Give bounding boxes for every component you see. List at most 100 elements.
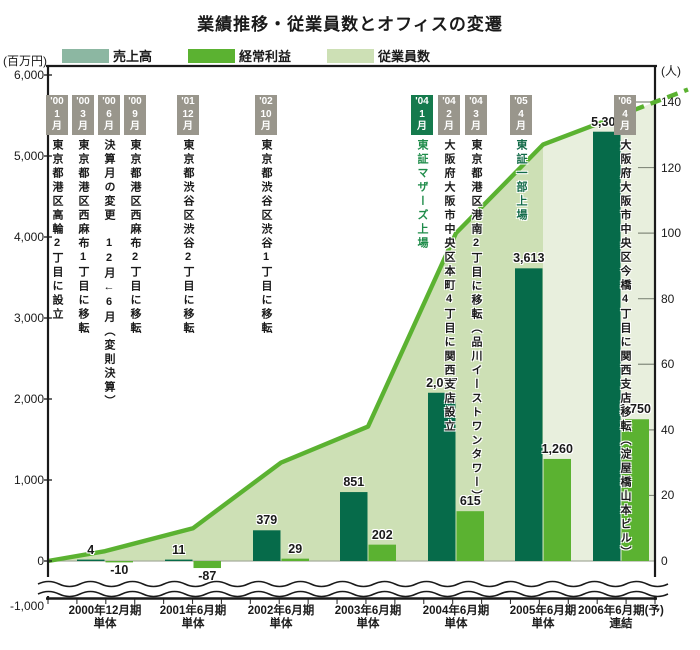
annotation-badge-line: '00 — [76, 96, 90, 107]
annotation-badge-line: '04 — [415, 96, 429, 107]
annotation-badge-line: 4 — [622, 108, 628, 120]
legend-item-0: 売上高 — [62, 46, 152, 65]
annotation-badge-line: 月 — [52, 121, 62, 132]
left-axis-tick-label--1000: -1,000 — [9, 599, 44, 613]
left-axis-tick-label-4000: 4,000 — [13, 230, 44, 244]
employees-area — [48, 144, 543, 561]
annotation-badge-line: 月 — [104, 121, 114, 132]
sales-value-label-0: 4 — [87, 542, 95, 557]
annotation-badge-4: '01 12 月 — [177, 95, 199, 135]
annotation-text-6: 東証マザーズ上場 — [416, 139, 428, 251]
annotation-badge-line: 月 — [417, 121, 427, 132]
annotation-badge-line: 10 — [260, 108, 272, 120]
annotation-badge-line: 月 — [261, 121, 271, 132]
annotation-badge-line: '04 — [442, 96, 456, 107]
x-axis-period-6: 2006年6月期(予) — [578, 605, 664, 617]
annotation-badge-line: 9 — [132, 108, 138, 120]
axis-break-wave-0 — [37, 580, 669, 588]
annotation-badge-7: '04 2 月 — [438, 95, 460, 135]
sales-bar-6 — [593, 131, 621, 561]
right-axis-tick-label-60: 60 — [661, 357, 675, 372]
annotation-text-1: 東京都港区西麻布1丁目に移転 — [77, 139, 89, 336]
x-axis-period-0: 2000年12月期 — [68, 605, 142, 617]
employees-forecast-line — [599, 87, 689, 125]
right-axis-unit-label: (人) — [661, 64, 681, 78]
axis-break-wave-1 — [37, 590, 669, 598]
left-axis-tick-label-5000: 5,000 — [13, 149, 44, 163]
x-axis-period-3: 2003年6月期 — [334, 605, 402, 617]
annotation-badge-line: 1 — [419, 108, 425, 120]
annotation-badge-line: 3 — [80, 108, 86, 120]
x-axis-label-5: 2005年6月期 単体 — [510, 605, 576, 631]
profit-value-label-1: -87 — [198, 569, 217, 584]
annotation-badge-line: 12 — [182, 108, 194, 120]
profit-value-label-3: 202 — [371, 527, 393, 542]
annotation-badge-line: '04 — [469, 96, 483, 107]
annotation-badge-line: 月 — [620, 121, 630, 132]
profit-value-label-2: 29 — [288, 541, 303, 556]
annotation-text-8: 東京都港区港南2丁目に移転（品川イーストワンタワー） — [470, 139, 482, 504]
right-axis-tick-label-100: 100 — [661, 226, 682, 241]
sales-value-label-5: 3,613 — [513, 251, 545, 266]
annotation-text-3: 東京都港区西麻布2丁目に移転 — [129, 139, 141, 336]
legend-item-1: 経常利益 — [188, 46, 291, 65]
profit-bar-5 — [543, 458, 571, 561]
sales-bar-3 — [340, 492, 368, 561]
annotation-badge-line: 1 — [54, 108, 60, 120]
x-axis-label-3: 2003年6月期 単体 — [335, 605, 401, 631]
annotation-badge-line: 月 — [78, 121, 88, 132]
sales-bar-2 — [253, 530, 281, 561]
right-axis-tick-label-20: 20 — [661, 488, 675, 503]
annotation-badge-line: 2 — [446, 108, 452, 120]
annotation-text-9: 東証一部上場 — [515, 139, 527, 223]
annotation-badge-line: 月 — [130, 121, 140, 132]
sales-value-label-1: 11 — [172, 542, 186, 557]
right-axis-tick-label-140: 140 — [661, 94, 682, 109]
left-axis-tick-label-3000: 3,000 — [13, 311, 44, 325]
right-axis-tick-label-80: 80 — [661, 291, 675, 306]
left-axis-tick-label-6000: 6,000 — [13, 68, 44, 82]
annotation-badge-line: 月 — [516, 121, 526, 132]
annotation-badge-line: '02 — [259, 96, 273, 107]
chart-border — [46, 64, 657, 600]
annotation-badge-line: '05 — [514, 96, 528, 107]
legend-label-2: 従業員数 — [378, 49, 431, 64]
annotation-badge-line: '00 — [102, 96, 116, 107]
annotation-badge-2: '00 6 月 — [98, 95, 120, 135]
legend-item-2: 従業員数 — [327, 46, 430, 65]
legend-swatch-0 — [62, 48, 109, 63]
sales-value-label-2: 379 — [256, 513, 278, 528]
legend-swatch-2 — [327, 48, 375, 63]
x-axis-label-1: 2001年6月期 単体 — [160, 605, 226, 631]
x-axis-basis-5: 単体 — [531, 618, 555, 630]
left-axis-tick-label-1000: 1,000 — [13, 473, 44, 487]
annotation-badge-8: '04 3 月 — [465, 95, 487, 135]
sales-bar-1 — [165, 559, 193, 561]
profit-bar-2 — [281, 558, 309, 561]
legend-label-1: 経常利益 — [239, 49, 292, 64]
annotation-text-7: 大阪府大阪市中央区本町4丁目に関西支店設立 — [443, 139, 455, 434]
legend-swatch-1 — [188, 48, 236, 63]
annotation-text-10: 大阪府大阪市中央区今橋4丁目に関西支店移転（淀屋橋山本ビル） — [619, 139, 631, 560]
annotation-badge-3: '00 9 月 — [124, 95, 146, 135]
profit-bar-4 — [456, 511, 484, 561]
sales-value-label-4: 2,077 — [426, 375, 458, 390]
annotation-badge-line: '06 — [618, 96, 632, 107]
x-axis-basis-1: 単体 — [181, 618, 205, 630]
employees-line — [47, 120, 601, 564]
x-axis-label-4: 2004年6月期 単体 — [423, 605, 489, 631]
x-axis-period-2: 2002年6月期 — [247, 605, 315, 617]
right-axis-tick-label-120: 120 — [661, 160, 682, 175]
profit-value-label-5: 1,260 — [541, 441, 573, 456]
profit-value-label-6: 1,750 — [619, 402, 651, 417]
left-axis-tick-label-2000: 2,000 — [13, 392, 44, 406]
annotation-text-2: 決算月の変更 12月←6月（変則決算） — [103, 139, 115, 409]
x-axis-basis-6: 連結 — [609, 618, 633, 630]
x-axis-basis-2: 単体 — [269, 618, 293, 630]
x-axis-basis-3: 単体 — [356, 618, 380, 630]
annotation-badge-line: '01 — [181, 96, 195, 107]
profit-bar-0 — [105, 561, 133, 563]
annotation-badge-line: 4 — [518, 108, 524, 120]
